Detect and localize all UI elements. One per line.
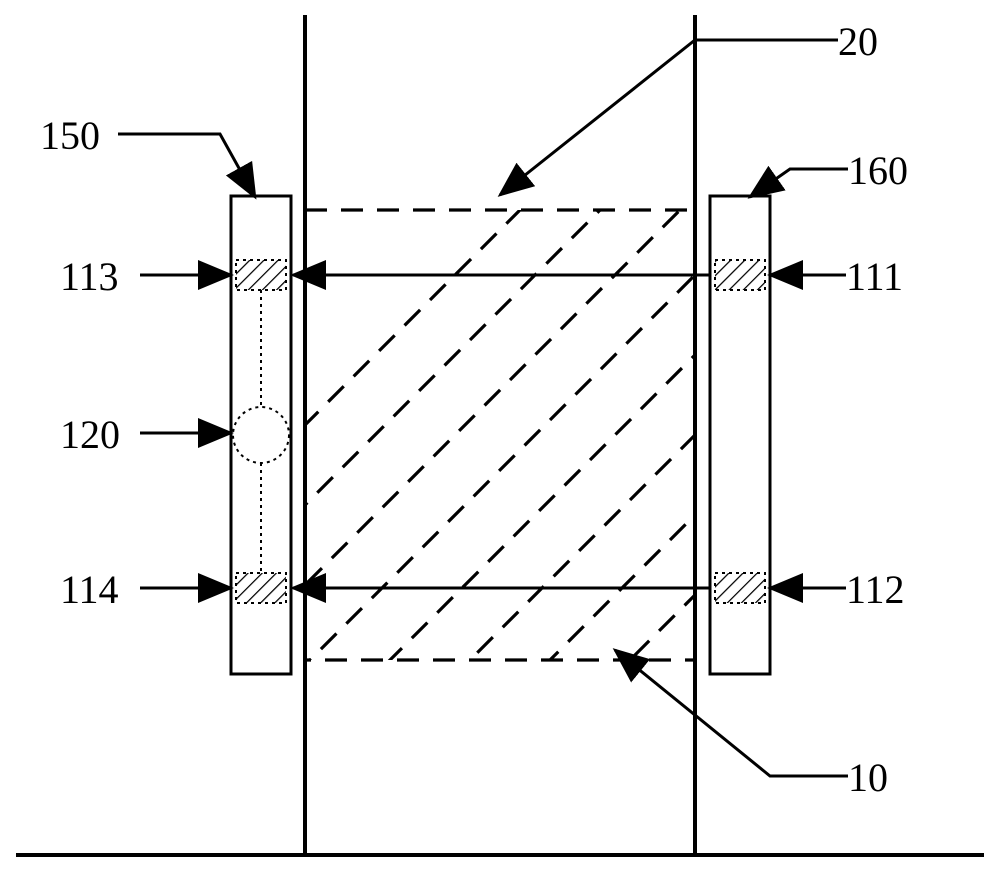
box-113 — [236, 260, 286, 290]
label-10: 10 — [848, 754, 888, 801]
label-111: 111 — [846, 253, 903, 300]
leader-160 — [750, 169, 848, 197]
leader-10 — [615, 650, 848, 776]
label-20: 20 — [838, 18, 878, 65]
circle-120 — [233, 407, 289, 463]
label-114: 114 — [60, 566, 119, 613]
label-120: 120 — [60, 411, 120, 458]
technical-diagram — [0, 0, 1000, 871]
label-160: 160 — [848, 147, 908, 194]
box-111 — [715, 260, 765, 290]
label-112: 112 — [846, 566, 905, 613]
leader-150 — [118, 134, 255, 197]
label-113: 113 — [60, 253, 119, 300]
label-150: 150 — [40, 112, 100, 159]
box-114 — [236, 573, 286, 603]
box-112 — [715, 573, 765, 603]
